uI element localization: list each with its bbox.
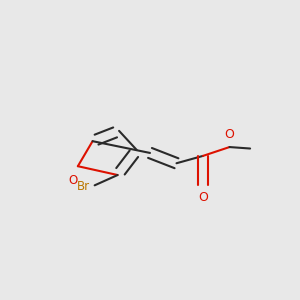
- Text: Br: Br: [76, 180, 90, 193]
- Text: O: O: [225, 128, 234, 141]
- Text: O: O: [198, 190, 208, 204]
- Text: O: O: [69, 174, 78, 187]
